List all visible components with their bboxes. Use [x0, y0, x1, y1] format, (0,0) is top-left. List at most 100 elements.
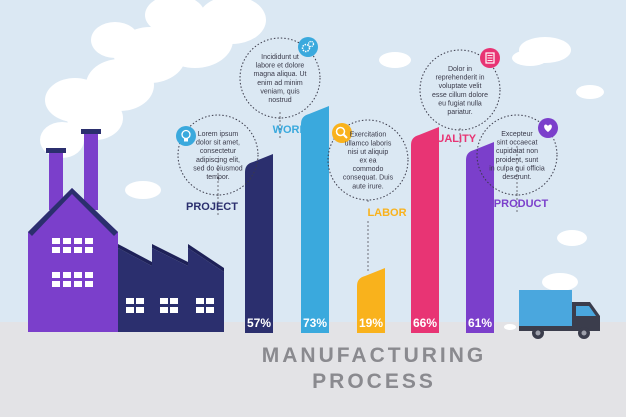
smoke-puff: [198, 0, 266, 44]
window: [170, 307, 178, 313]
window: [63, 238, 71, 244]
step-label-work: WORK: [273, 124, 308, 136]
step-description-line: esse cillum dolore: [432, 92, 488, 99]
step-label-labor: LABOR: [367, 207, 406, 219]
cloud: [557, 230, 587, 246]
window: [160, 298, 168, 304]
step-description-line: adipiscing elit,: [196, 157, 240, 164]
window: [160, 307, 168, 313]
cloud: [542, 273, 578, 291]
value-label-quality: 66%: [413, 316, 437, 330]
window: [74, 247, 82, 253]
step-description-line: voluptate velit: [439, 83, 482, 90]
factory-wing-3: [188, 248, 224, 332]
step-description-line: Exercitation: [350, 132, 387, 139]
window: [206, 298, 214, 304]
window: [74, 272, 82, 278]
step-description-line: veniam, quis: [260, 88, 300, 95]
step-description-line: dolor sit amet,: [196, 140, 240, 147]
factory-windows: [52, 238, 93, 287]
step-description-line: labore et dolore: [256, 63, 305, 70]
step-description-line: ex ea: [359, 158, 376, 165]
magnifier-icon: [332, 123, 352, 143]
truck-chassis: [519, 326, 600, 331]
title-line-2: PROCESS: [312, 370, 436, 393]
chimney-right-cap: [81, 129, 101, 134]
step-description-line: in culpa qui officia: [489, 165, 545, 172]
smoke-puff: [145, 0, 205, 35]
exhaust-puff: [504, 324, 516, 330]
step-description-line: consequat. Duis: [343, 175, 394, 182]
step-description-line: proident, sunt: [496, 157, 538, 164]
window: [63, 247, 71, 253]
value-label-product: 61%: [468, 316, 492, 330]
cloud: [512, 50, 548, 66]
window: [85, 238, 93, 244]
step-description-line: eu fugiat nulla: [438, 100, 482, 107]
step-description-line: sed do eiusmod: [193, 165, 243, 172]
window: [85, 272, 93, 278]
window: [52, 238, 60, 244]
window: [52, 247, 60, 253]
bar-labor: [357, 268, 385, 333]
window: [52, 281, 60, 287]
step-description-line: Excepteur: [501, 131, 533, 138]
cloud: [576, 85, 604, 99]
step-description-line: Dolor in: [448, 66, 472, 73]
bubble-project: [177, 114, 259, 196]
heart-icon: [538, 118, 558, 138]
window: [63, 281, 71, 287]
factory-main-building: [28, 188, 118, 332]
step-description-line: sint occaecat: [497, 140, 538, 147]
step-description-line: magna aliqua. Ut: [254, 71, 307, 78]
step-label-product: PRODUCT: [494, 198, 549, 210]
bar-work: [301, 106, 329, 333]
truck-cargo: [519, 290, 572, 326]
window: [74, 238, 82, 244]
step-description-line: commodo: [353, 166, 384, 173]
value-label-project: 57%: [247, 316, 271, 330]
factory-wing-windows: [126, 298, 214, 313]
checklist-icon: [480, 48, 500, 68]
step-bubbles: Lorem ipsum dolor sit amet,consectetur adi…: [176, 37, 558, 219]
bubble-quality: [419, 49, 501, 131]
step-description-line: pariatur.: [447, 109, 472, 116]
step-label-quality: QUALITY: [428, 133, 477, 145]
bar-product: [466, 142, 494, 333]
chimney-right: [84, 132, 98, 210]
step-description-line: tempor.: [206, 174, 229, 181]
step-description-line: nostrud: [268, 97, 291, 104]
truck-window: [576, 306, 596, 316]
cloud: [379, 52, 411, 68]
step-description-line: deserunt.: [502, 174, 531, 181]
smoke: [40, 0, 266, 158]
step-description-line: enim ad minim: [257, 80, 303, 87]
factory-wing-2-roof: [152, 244, 188, 266]
title-line-1: MANUFACTURING: [262, 344, 486, 367]
window: [196, 307, 204, 313]
step-description-line: consectetur: [200, 148, 237, 155]
value-label-work: 73%: [303, 316, 327, 330]
window: [63, 272, 71, 278]
gears-icon: [298, 37, 318, 57]
factory-wing-1-roof: [118, 244, 152, 266]
step-label-project: PROJECT: [186, 201, 238, 213]
value-label-labor: 19%: [359, 316, 383, 330]
bar-project: [245, 154, 273, 333]
window: [85, 247, 93, 253]
factory-illustration: [28, 129, 224, 332]
step-description-line: Incididunt ut: [261, 54, 299, 61]
window: [126, 298, 134, 304]
chimney-left-cap: [46, 148, 66, 153]
bubble-labor: [327, 119, 409, 201]
window: [170, 298, 178, 304]
ground: [0, 322, 626, 417]
step-description-line: ullamco laboris: [345, 140, 392, 147]
smoke-puff: [91, 22, 139, 58]
step-description-line: cupidatat non: [496, 148, 538, 155]
step-description-line: aute irure.: [352, 183, 384, 190]
window: [136, 307, 144, 313]
step-description-line: Lorem ipsum: [198, 131, 239, 138]
truck-hub: [581, 330, 587, 336]
